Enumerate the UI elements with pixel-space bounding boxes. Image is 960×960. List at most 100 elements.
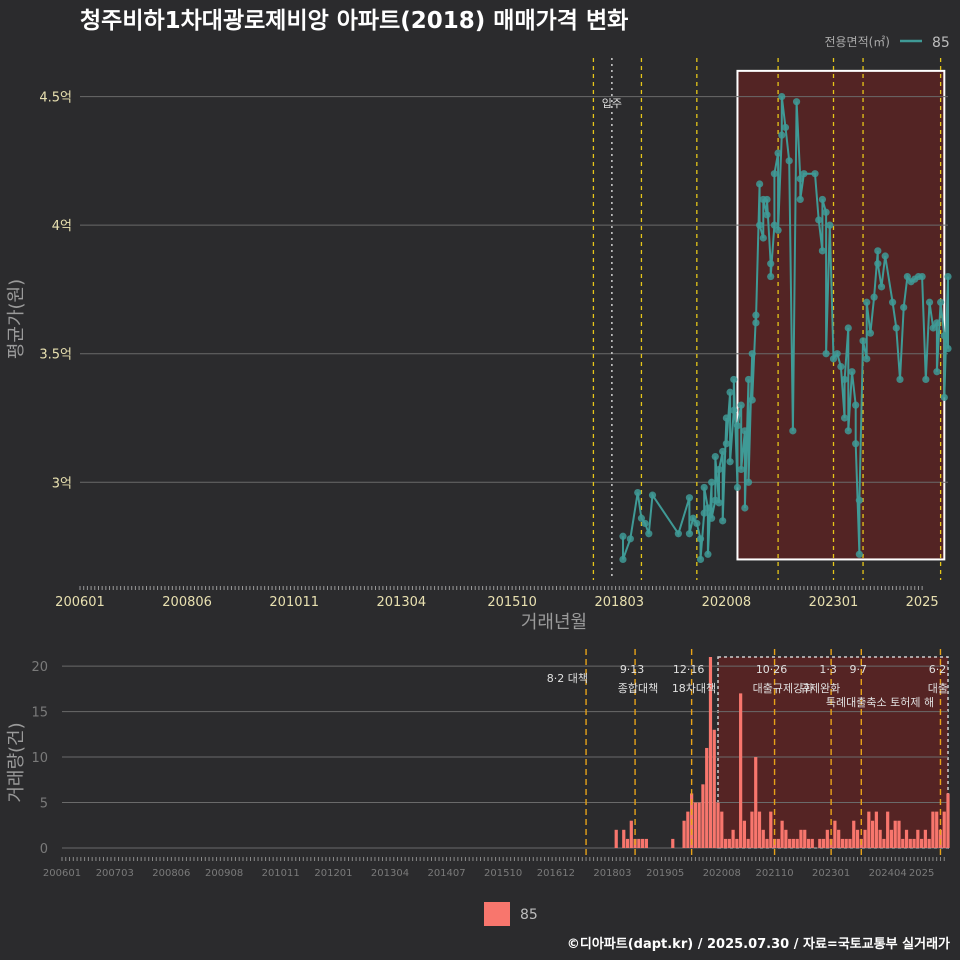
data-point <box>674 530 682 538</box>
volume-bar <box>912 838 916 848</box>
data-point <box>818 247 827 255</box>
data-point <box>818 195 827 204</box>
data-point <box>726 388 734 396</box>
volume-bar <box>727 838 731 848</box>
y-tick-label: 3억 <box>52 476 72 491</box>
data-point <box>792 98 801 106</box>
data-point <box>733 483 742 492</box>
x-tick-label: 2025 <box>906 595 939 610</box>
data-point <box>852 440 860 448</box>
data-point <box>708 514 716 522</box>
data-point <box>730 406 738 414</box>
volume-bar <box>769 811 773 848</box>
data-point <box>715 499 723 507</box>
data-point <box>840 375 849 384</box>
data-point <box>903 272 911 281</box>
data-point <box>637 514 646 522</box>
data-point <box>711 452 719 461</box>
x-tick-label: 200806 <box>152 868 190 879</box>
volume-bar <box>776 838 780 848</box>
volume-chart: 0 5 10 15 20 9·13 12·16 10·26 1·3 9·7 6·2 8·2 대책종합대… <box>6 649 950 879</box>
policy-date-label: 6·2 <box>929 663 947 676</box>
x-axis-title: 거래년월 <box>521 612 587 633</box>
y-axis-title: 평균가(원) <box>6 279 27 359</box>
volume-bar <box>625 838 630 848</box>
data-point <box>855 496 863 504</box>
volume-bar <box>712 729 716 848</box>
volume-bar <box>720 811 724 848</box>
volume-bar <box>803 829 807 848</box>
x-tick-label: 201803 <box>594 595 644 610</box>
policy-text-label: 특례대출축소 토허제 해 <box>826 695 934 709</box>
move-in-label: 입주 <box>602 97 622 110</box>
data-point <box>781 123 790 132</box>
y-tick-label: 4억 <box>52 219 72 234</box>
volume-bar <box>765 838 769 848</box>
data-point <box>708 478 716 486</box>
volume-bar <box>622 829 626 848</box>
volume-bar <box>840 838 845 848</box>
volume-bar <box>833 820 837 848</box>
policy-text-label: 종합대책 <box>618 682 658 695</box>
volume-bar <box>923 829 927 848</box>
data-point <box>896 375 904 384</box>
data-point <box>900 303 908 312</box>
data-point <box>811 170 819 178</box>
volume-bar <box>942 811 946 848</box>
data-point <box>704 504 712 512</box>
chart-title: 청주비하1차대광로제비앙 아파트(2018) 매매가격 변화 <box>80 8 628 34</box>
data-point <box>763 195 771 204</box>
volume-bar <box>863 829 867 848</box>
highlight-region <box>736 69 946 561</box>
data-point <box>722 414 730 422</box>
volume-bar <box>916 829 920 848</box>
x-tick-label: 202404 <box>869 868 907 879</box>
y-tick-label: 10 <box>31 751 48 766</box>
data-point <box>752 319 760 327</box>
data-point <box>719 517 727 525</box>
volume-bar <box>697 802 701 848</box>
x-tick-label: 201304 <box>371 868 409 879</box>
x-tick-label: 201407 <box>427 868 465 879</box>
data-point <box>840 414 849 422</box>
footer-credit: ©디아파트(dapt.kr) / 2025.07.30 / 자료=국토교통부 실… <box>567 936 950 952</box>
x-tick-label: 201011 <box>269 595 319 610</box>
data-point <box>770 170 779 178</box>
volume-bar <box>750 811 754 848</box>
policy-text-label: 규제완화 <box>800 682 840 695</box>
y-tick-label: 5 <box>40 797 48 812</box>
data-point <box>685 494 694 502</box>
volume-bar <box>878 829 882 848</box>
data-point <box>785 157 793 165</box>
volume-bar <box>946 793 950 848</box>
data-point <box>626 535 634 543</box>
volume-bar <box>935 811 939 848</box>
data-point <box>844 324 852 332</box>
volume-bar <box>739 693 743 848</box>
data-point <box>715 465 723 474</box>
x-tick-label: 201803 <box>593 868 631 879</box>
volume-bar <box>701 784 705 848</box>
volume-bar <box>897 820 901 848</box>
data-point <box>874 260 882 268</box>
y-tick-label: 20 <box>31 660 48 675</box>
volume-bar <box>784 829 788 848</box>
policy-text-label: 대출규제강화 <box>753 682 814 695</box>
volume-bar <box>806 838 811 848</box>
data-point <box>940 393 948 402</box>
data-point <box>774 226 782 234</box>
data-point <box>696 535 705 543</box>
data-point <box>704 550 712 558</box>
data-point <box>641 519 649 528</box>
data-point <box>944 272 952 281</box>
volume-bar <box>705 747 709 848</box>
data-point <box>741 504 749 512</box>
data-point <box>689 514 697 522</box>
volume-bar <box>893 820 897 848</box>
x-tick-label: 200601 <box>55 595 105 610</box>
volume-bar <box>746 838 750 848</box>
volume-bar <box>867 811 871 848</box>
data-point <box>918 272 926 281</box>
x-tick-label: 201510 <box>487 595 537 610</box>
